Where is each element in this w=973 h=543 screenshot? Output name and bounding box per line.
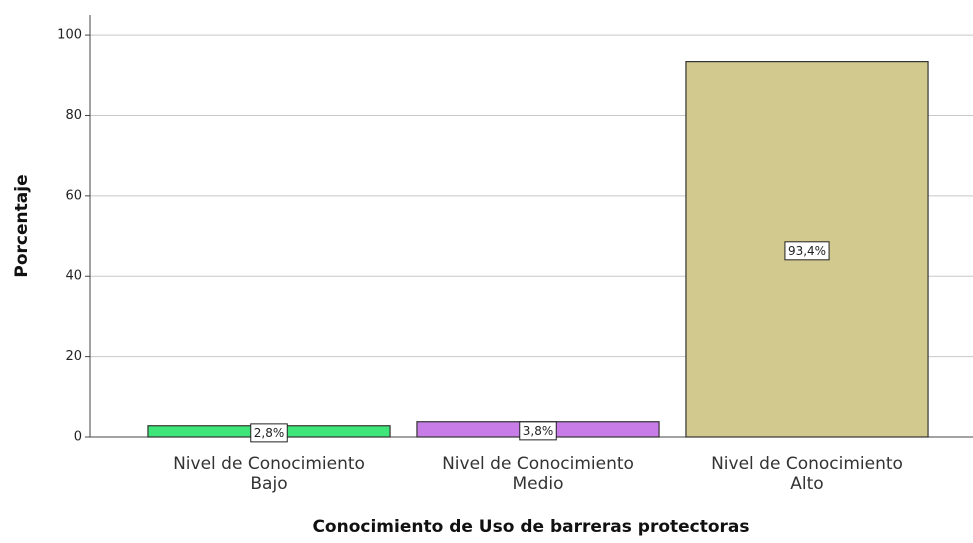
value-label-box xyxy=(784,241,830,261)
x-tick-label: Nivel de Conocimiento xyxy=(442,454,634,474)
value-label: 3,8% xyxy=(523,424,554,438)
y-tick-label: 0 xyxy=(74,430,82,445)
x-tick-label: Bajo xyxy=(250,474,287,494)
y-tick-label: 100 xyxy=(57,28,82,43)
value-label-box xyxy=(250,423,288,443)
y-tick-label: 60 xyxy=(65,188,82,203)
y-tick-label: 40 xyxy=(65,269,82,284)
y-tick-label: 20 xyxy=(65,349,82,364)
y-axis-title: Porcentaje xyxy=(12,174,32,277)
y-tick-label: 80 xyxy=(65,108,82,123)
value-label-box xyxy=(519,421,557,441)
value-label: 93,4% xyxy=(788,244,826,258)
value-label: 2,8% xyxy=(254,426,285,440)
x-tick-label: Nivel de Conocimiento xyxy=(173,454,365,474)
x-tick-label: Nivel de Conocimiento xyxy=(711,454,903,474)
x-axis-title: Conocimiento de Uso de barreras protecto… xyxy=(312,517,749,537)
x-tick-label: Alto xyxy=(790,474,823,494)
x-tick-label: Medio xyxy=(512,474,563,494)
